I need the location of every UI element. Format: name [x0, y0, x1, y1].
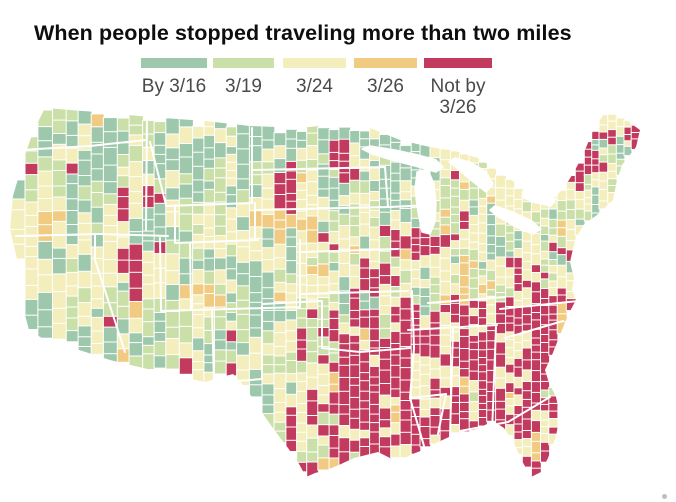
state-borders: [15, 113, 579, 447]
legend-item-3-26: 3/26: [354, 58, 417, 97]
legend-item-not-by-3-26: Not by 3/26: [424, 58, 492, 118]
legend-label: By 3/16: [141, 76, 207, 97]
legend-swatch-not-by-3-26: [424, 58, 492, 68]
tiny-dot: [662, 494, 667, 499]
county-cells: [10, 108, 640, 477]
figure-title: When people stopped traveling more than …: [34, 21, 572, 45]
legend-item-3-24: 3/24: [283, 58, 346, 97]
legend-swatch-3-24: [283, 58, 346, 68]
legend-swatch-3-19: [213, 58, 274, 68]
legend-item-by-3-16: By 3/16: [141, 58, 207, 97]
legend-label: 3/24: [296, 76, 333, 97]
legend-label: 3/26: [367, 76, 404, 97]
great-lakes: [361, 145, 557, 235]
legend-label: Not by 3/26: [430, 76, 486, 118]
legend-item-3-19: 3/19: [213, 58, 274, 97]
legend-swatch-3-26: [354, 58, 417, 68]
legend-label: 3/19: [225, 76, 262, 97]
legend-swatch-by-3-16: [141, 58, 207, 68]
